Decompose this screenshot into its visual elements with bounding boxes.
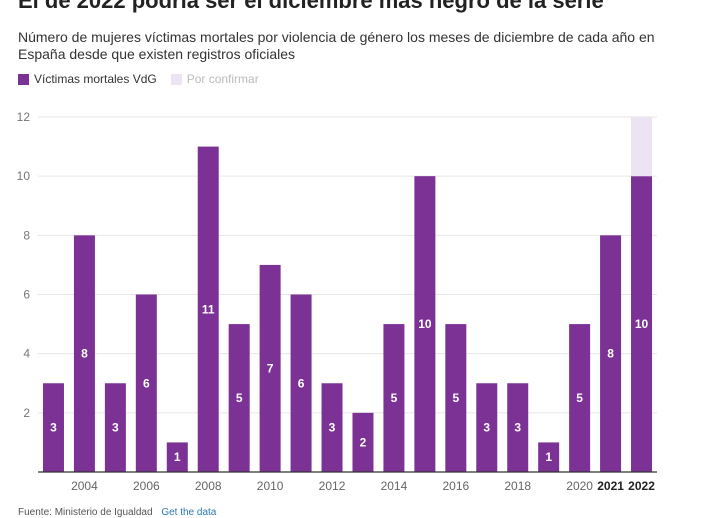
bar-data-label: 3 [112,421,119,435]
bar-victims-2012[interactable] [321,383,343,472]
y-tick-label: 4 [23,347,30,361]
legend-item-pending[interactable]: Por confirmar [170,72,259,86]
bar-data-label: 8 [607,347,614,361]
bar-victims-2011[interactable] [290,294,312,473]
bar-data-label: 1 [545,450,552,464]
bar-data-label: 7 [267,361,274,375]
bar-victims-2014[interactable] [383,324,405,472]
bar-victims-2017[interactable] [476,383,498,472]
y-tick-label: 12 [17,110,31,124]
bar-data-label: 2 [360,435,367,449]
x-tick-label: 2004 [71,479,98,493]
legend: Víctimas mortales VdG Por confirmar [18,72,273,86]
legend-item-victims[interactable]: Víctimas mortales VdG [18,72,157,86]
legend-label-pending: Por confirmar [186,72,259,86]
x-tick-label: 2010 [257,479,284,493]
x-tick-label: 2014 [381,479,408,493]
get-data-link[interactable]: Get the data [161,507,217,518]
chart-subtitle: Número de mujeres víctimas mortales por … [18,29,655,62]
bar-victims-2006[interactable] [135,294,157,473]
bar-victims-2018[interactable] [507,383,529,472]
bar-victims-2020[interactable] [569,324,591,472]
bar-data-label: 11 [202,302,215,316]
bar-data-label: 5 [576,391,583,405]
legend-label-victims: Víctimas mortales VdG [34,72,157,86]
bar-data-label: 10 [635,317,649,331]
bar-data-label: 10 [418,317,432,331]
x-tick-label: 2012 [319,479,346,493]
source-text: Fuente: Ministerio de Igualdad [18,507,153,518]
y-tick-label: 8 [23,228,30,242]
bar-victims-2013[interactable] [352,412,374,472]
x-tick-label: 2006 [133,479,160,493]
bar-victims-2008[interactable] [197,146,219,473]
bar-data-label: 5 [236,391,243,405]
bar-data-label: 3 [329,421,336,435]
bar-victims-2016[interactable] [445,324,467,472]
bar-data-label: 6 [143,376,150,390]
x-tick-label: 2020 [566,479,593,493]
bar-data-label: 5 [391,391,398,405]
bar-data-label: 8 [81,347,88,361]
y-tick-label: 10 [17,169,31,183]
x-tick-label: 2018 [504,479,531,493]
legend-swatch-pending [170,73,182,85]
bar-pending-2022[interactable] [631,117,653,177]
bar-data-label: 6 [298,376,305,390]
bar-victims-2004[interactable] [73,235,95,472]
bar-victims-2010[interactable] [259,264,281,472]
bar-victims-2005[interactable] [104,383,126,472]
legend-swatch-victims [18,73,29,85]
bar-victims-2009[interactable] [228,324,250,472]
bar-data-label: 5 [452,391,459,405]
x-tick-label: 2022 [628,479,655,493]
bar-victims-2022[interactable] [631,176,653,472]
bar-data-label: 3 [514,421,521,435]
chart-title: El de 2022 podría ser el diciembre más n… [18,0,604,13]
bar-victims-2015[interactable] [414,176,436,472]
y-tick-label: 6 [23,288,30,302]
bar-victims-2021[interactable] [600,235,622,472]
x-tick-label: 2016 [442,479,469,493]
bar-victims-2007[interactable] [166,442,188,472]
bar-data-label: 3 [50,421,57,435]
x-tick-label: 2021 [597,479,624,493]
bar-victims-2019[interactable] [538,442,560,472]
y-tick-label: 2 [23,406,30,420]
bar-data-label: 1 [174,450,181,464]
x-tick-label: 2008 [195,479,222,493]
footer: Fuente: Ministerio de Igualdad Get the d… [18,507,216,518]
bar-victims-2003[interactable] [42,383,64,472]
bar-data-label: 3 [483,421,490,435]
